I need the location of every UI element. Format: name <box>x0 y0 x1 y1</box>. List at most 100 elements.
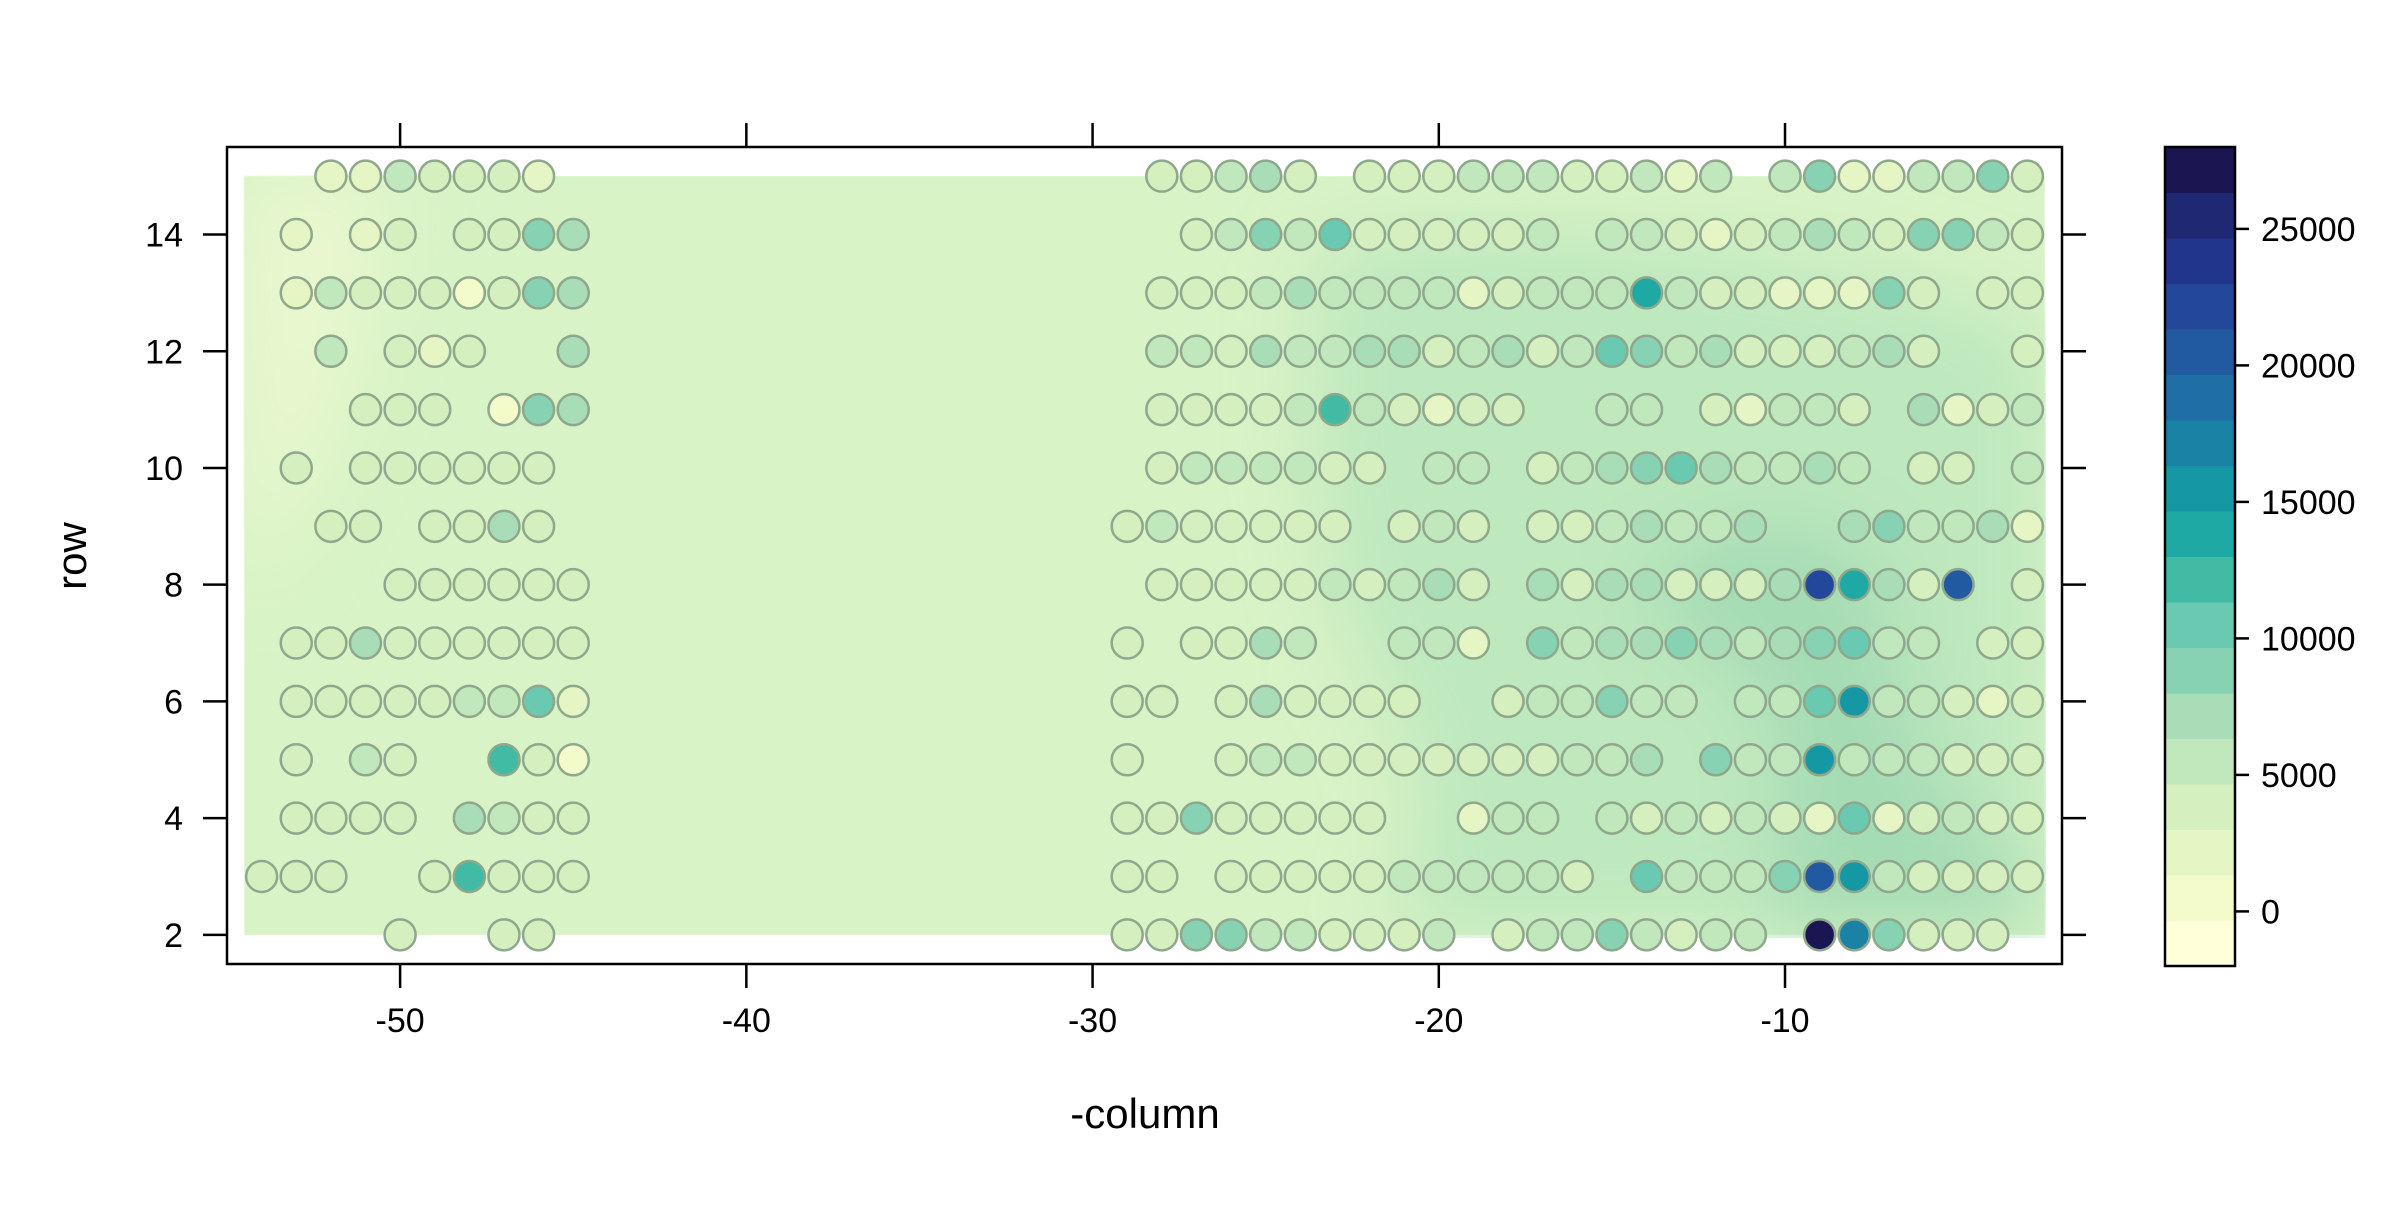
data-point <box>556 684 590 719</box>
data-point <box>1941 509 1975 544</box>
data-point <box>1976 743 2010 777</box>
data-point <box>452 801 487 835</box>
colorbar-segment <box>2165 738 2235 785</box>
data-point <box>1802 276 1837 310</box>
colorbar-segment <box>2165 556 2235 603</box>
data-point <box>1456 334 1491 368</box>
data-point <box>556 276 590 310</box>
colorbar-tick-label: 5000 <box>2261 757 2337 795</box>
data-point <box>1733 334 1768 368</box>
data-point <box>1110 859 1144 894</box>
data-point <box>1837 217 1872 252</box>
colorbar-segment <box>2165 329 2235 375</box>
data-point <box>1248 801 1283 835</box>
data-point <box>1941 567 1975 602</box>
colorbar-segment <box>2165 283 2235 330</box>
data-point <box>1837 684 1872 719</box>
data-point <box>1941 859 1975 894</box>
data-point <box>1214 567 1248 602</box>
data-point <box>417 567 452 602</box>
data-point <box>556 392 590 427</box>
data-point <box>1560 451 1595 485</box>
data-point <box>1456 743 1491 777</box>
data-point <box>1283 509 1318 544</box>
data-point <box>1422 217 1456 252</box>
data-point <box>1595 159 1629 193</box>
data-point <box>1214 918 1248 952</box>
data-point <box>1525 159 1560 193</box>
data-point <box>383 801 417 835</box>
data-point <box>279 684 313 719</box>
data-point <box>1699 334 1733 368</box>
colorbar-segment <box>2165 374 2235 421</box>
data-point <box>1387 334 1421 368</box>
points-layer <box>244 159 2045 952</box>
data-point <box>1491 334 1525 368</box>
data-point <box>1422 567 1456 602</box>
data-point <box>1941 451 1975 485</box>
data-point <box>1110 626 1144 660</box>
data-point <box>279 801 313 835</box>
data-point <box>1318 567 1352 602</box>
data-point <box>417 859 452 894</box>
data-point <box>1976 276 2010 310</box>
data-point <box>1283 392 1318 427</box>
y-tick-label: 6 <box>164 683 183 721</box>
data-point <box>1629 918 1664 952</box>
data-point <box>1802 567 1837 602</box>
data-point <box>1733 801 1768 835</box>
data-point <box>383 918 417 952</box>
data-point <box>1941 743 1975 777</box>
data-point <box>1768 743 1802 777</box>
data-point <box>521 918 556 952</box>
data-point <box>1214 626 1248 660</box>
data-point <box>1699 626 1733 660</box>
data-point <box>1733 217 1768 252</box>
data-point <box>1387 392 1421 427</box>
data-point <box>1352 859 1387 894</box>
data-point <box>452 509 487 544</box>
data-point <box>1629 392 1664 427</box>
data-point <box>1699 509 1733 544</box>
data-point <box>1802 918 1837 952</box>
data-point <box>348 626 383 660</box>
data-point <box>521 859 556 894</box>
data-point <box>1837 451 1872 485</box>
data-point <box>521 276 556 310</box>
data-point <box>521 509 556 544</box>
data-point <box>279 276 313 310</box>
data-point <box>383 392 417 427</box>
data-point <box>1283 626 1318 660</box>
data-point <box>1802 159 1837 193</box>
data-point <box>1491 859 1525 894</box>
data-point <box>1283 217 1318 252</box>
data-point <box>1768 159 1802 193</box>
data-point <box>1248 859 1283 894</box>
data-point <box>1976 801 2010 835</box>
data-point <box>1145 392 1179 427</box>
colorbar-segment <box>2165 465 2235 512</box>
data-point <box>452 859 487 894</box>
data-point <box>417 276 452 310</box>
data-point <box>452 159 487 193</box>
data-point <box>314 509 348 544</box>
data-point <box>1214 276 1248 310</box>
data-point <box>1145 509 1179 544</box>
colorbar-segment <box>2165 784 2235 830</box>
data-point <box>1456 217 1491 252</box>
data-point <box>1318 743 1352 777</box>
data-point <box>1872 276 1906 310</box>
data-point <box>1802 451 1837 485</box>
data-point <box>1525 684 1560 719</box>
data-point <box>1248 334 1283 368</box>
data-point <box>348 392 383 427</box>
data-point <box>1872 626 1906 660</box>
data-point <box>1283 451 1318 485</box>
data-point <box>314 159 348 193</box>
data-point <box>1906 918 1941 952</box>
data-point <box>1906 276 1941 310</box>
data-point <box>348 801 383 835</box>
data-point <box>314 334 348 368</box>
y-tick-label: 2 <box>164 917 183 955</box>
